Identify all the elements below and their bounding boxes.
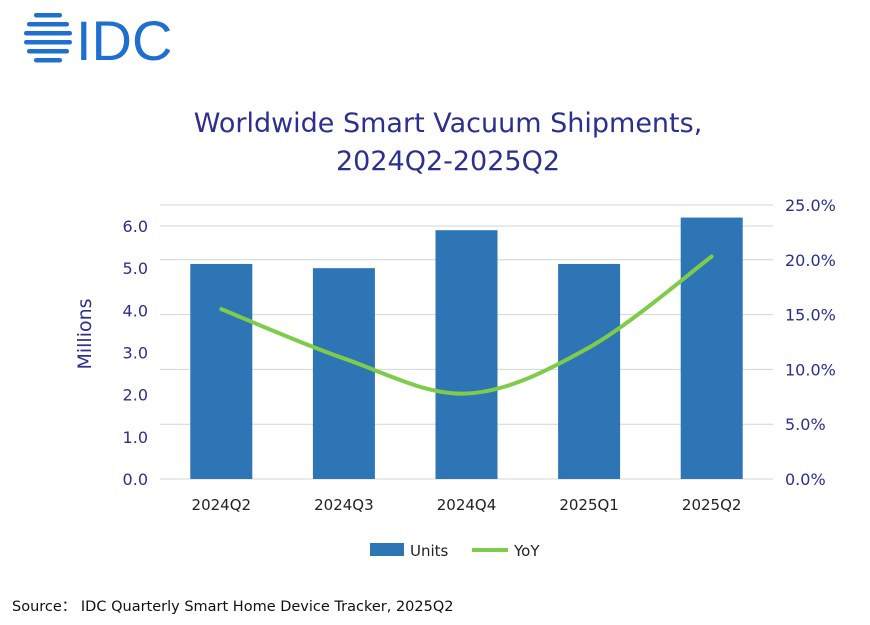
left-tick-label: 6.0 — [123, 217, 148, 236]
bar-2024Q4 — [435, 230, 498, 479]
logo-text: IDC — [76, 9, 172, 66]
category-label: 2024Q2 — [192, 496, 252, 514]
category-labels: 2024Q2 2024Q3 2024Q4 2025Q1 2025Q2 — [192, 496, 742, 514]
chart-title-line-1: Worldwide Smart Vacuum Shipments, — [194, 108, 703, 139]
bar-2024Q2 — [190, 263, 253, 479]
right-tick-label: 10.0% — [785, 360, 836, 379]
left-tick-label: 2.0 — [123, 386, 148, 405]
legend: Units YoY — [370, 542, 540, 560]
source-note: Source： IDC Quarterly Smart Home Device … — [12, 599, 454, 615]
category-label: 2025Q2 — [682, 496, 742, 514]
globe-icon — [24, 13, 72, 63]
units-bars — [190, 217, 743, 480]
legend-units-label: Units — [410, 542, 449, 560]
category-label: 2025Q1 — [559, 496, 619, 514]
chart-title-line-2: 2024Q2-2025Q2 — [336, 146, 560, 177]
chart: Worldwide Smart Vacuum Shipments, 2024Q2… — [74, 108, 836, 560]
left-tick-label: 0.0 — [123, 470, 148, 489]
bar-2025Q2 — [680, 217, 743, 480]
left-tick-label: 1.0 — [123, 428, 148, 447]
y-axis-label: Millions — [74, 298, 96, 369]
left-axis-ticks: 0.0 1.0 2.0 3.0 4.0 5.0 6.0 — [123, 217, 148, 489]
category-label: 2024Q3 — [314, 496, 374, 514]
left-tick-label: 5.0 — [123, 259, 148, 278]
idc-logo: IDC — [24, 9, 172, 66]
right-tick-label: 5.0% — [785, 415, 826, 434]
legend-yoy-label: YoY — [513, 542, 540, 560]
right-axis-ticks: 0.0% 5.0% 10.0% 15.0% 20.0% 25.0% — [785, 196, 836, 489]
right-tick-label: 0.0% — [785, 470, 826, 489]
bar-2024Q3 — [312, 268, 375, 479]
legend-units-swatch — [370, 543, 404, 556]
left-tick-label: 4.0 — [123, 301, 148, 320]
bar-2025Q1 — [558, 263, 621, 479]
category-label: 2024Q4 — [437, 496, 497, 514]
right-tick-label: 25.0% — [785, 196, 836, 215]
right-tick-label: 15.0% — [785, 306, 836, 325]
left-tick-label: 3.0 — [123, 344, 148, 363]
right-tick-label: 20.0% — [785, 251, 836, 270]
yoy-line — [219, 254, 714, 396]
